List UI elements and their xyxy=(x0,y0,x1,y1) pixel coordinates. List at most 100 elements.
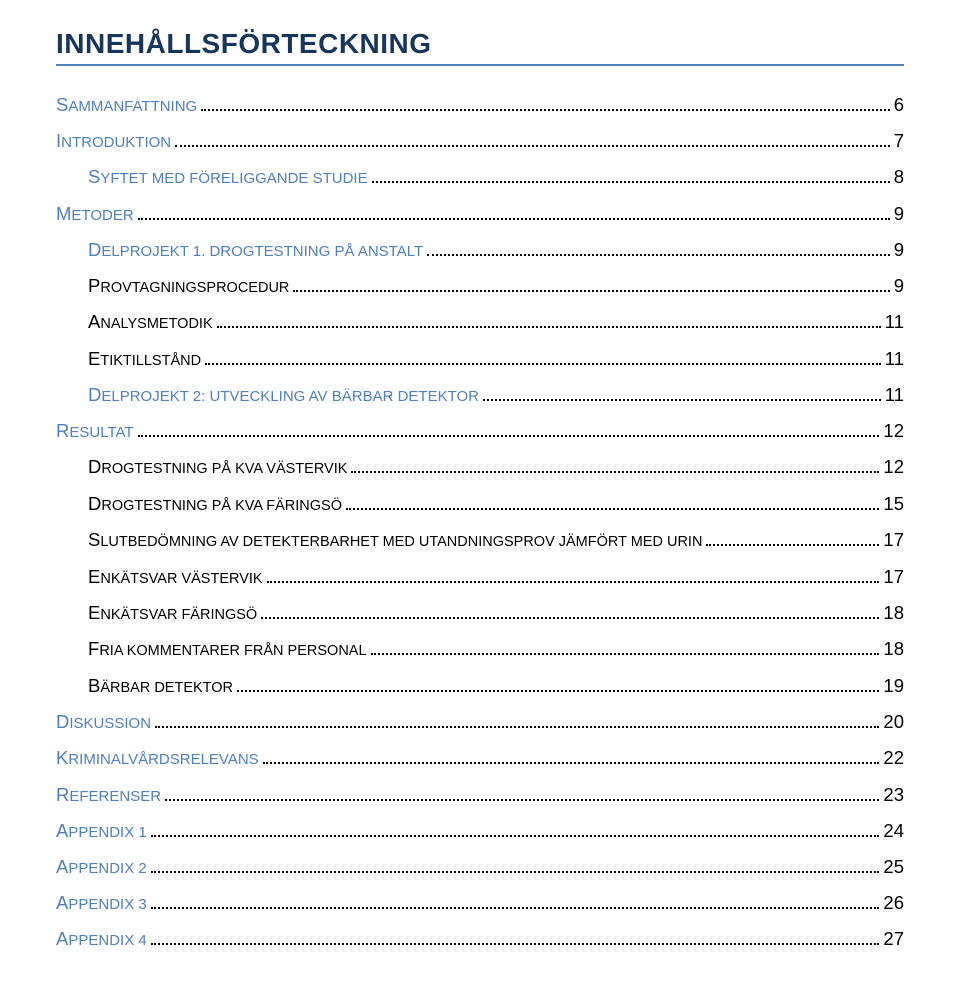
toc-leader xyxy=(706,544,879,546)
toc-entry[interactable]: ENKÄTSVAR VÄSTERVIK 17 xyxy=(56,566,904,588)
toc-entry-page: 25 xyxy=(883,856,904,878)
toc-leader xyxy=(138,435,880,437)
toc-entry-rest: ROGTESTNING PÅ KVA VÄSTERVIK xyxy=(101,461,347,477)
toc-entry-first-letter: A xyxy=(88,311,100,332)
toc-entry-first-letter: E xyxy=(88,348,100,369)
toc-leader xyxy=(293,290,889,292)
toc-entry-rest: ROVTAGNINGSPROCEDUR xyxy=(100,280,289,296)
toc-entry-label: APPENDIX 3 xyxy=(56,892,147,914)
toc-entry-rest: ROGTESTNING PÅ KVA FÄRINGSÖ xyxy=(101,498,342,514)
toc-entry-label: SAMMANFATTNING xyxy=(56,94,197,116)
toc-entry-first-letter: D xyxy=(88,493,101,514)
toc-entry-first-letter: A xyxy=(56,820,68,841)
toc-entry[interactable]: ANALYSMETODIK11 xyxy=(56,311,904,333)
toc-entry[interactable]: ETIKTILLSTÅND 11 xyxy=(56,348,904,370)
toc-entry[interactable]: SLUTBEDÖMNING AV DETEKTERBARHET MED UTAN… xyxy=(56,529,904,551)
toc-leader xyxy=(267,581,880,583)
toc-entry[interactable]: DISKUSSION 20 xyxy=(56,711,904,733)
toc-entry-first-letter: A xyxy=(56,856,68,877)
toc-entry-rest: LUTBEDÖMNING AV DETEKTERBARHET MED UTAND… xyxy=(100,534,702,550)
toc-entry-first-letter: E xyxy=(88,566,100,587)
toc-entry[interactable]: DELPROJEKT 2: UTVECKLING AV BÄRBAR DETEK… xyxy=(56,384,904,406)
toc-entry-label: PROVTAGNINGSPROCEDUR xyxy=(56,275,289,297)
toc-entry-first-letter: F xyxy=(88,638,99,659)
toc-entry[interactable]: PROVTAGNINGSPROCEDUR 9 xyxy=(56,275,904,297)
toc-leader xyxy=(175,145,890,147)
toc-entry-page: 20 xyxy=(883,711,904,733)
toc-entry[interactable]: DROGTESTNING PÅ KVA VÄSTERVIK 12 xyxy=(56,456,904,478)
toc-entry[interactable]: METODER9 xyxy=(56,203,904,225)
toc-entry-rest: NKÄTSVAR VÄSTERVIK xyxy=(100,571,262,587)
toc-entry[interactable]: APPENDIX 427 xyxy=(56,928,904,950)
toc-entry-label: ENKÄTSVAR FÄRINGSÖ xyxy=(56,602,257,624)
toc-entry-page: 17 xyxy=(883,566,904,588)
toc-entry-page: 17 xyxy=(883,529,904,551)
toc-entry[interactable]: APPENDIX 2 25 xyxy=(56,856,904,878)
toc-entry[interactable]: FRIA KOMMENTARER FRÅN PERSONAL 18 xyxy=(56,638,904,660)
toc-entry-rest: NKÄTSVAR FÄRINGSÖ xyxy=(100,607,257,623)
toc-entry-page: 12 xyxy=(883,456,904,478)
toc-entry-page: 11 xyxy=(885,348,904,370)
toc-leader xyxy=(151,943,880,945)
toc-leader xyxy=(205,363,881,365)
toc-entry-label: REFERENSER xyxy=(56,784,161,806)
toc-leader xyxy=(201,109,889,111)
toc-leader xyxy=(151,907,880,909)
toc-entry-label: BÄRBAR DETEKTOR xyxy=(56,675,233,697)
toc-entry-first-letter: M xyxy=(56,203,71,224)
toc-entry-page: 9 xyxy=(894,275,904,297)
toc-entry-page: 18 xyxy=(883,638,904,660)
toc-entry-page: 24 xyxy=(883,820,904,842)
toc-leader xyxy=(237,690,879,692)
toc-entry-page: 22 xyxy=(883,747,904,769)
toc-entry-label: ETIKTILLSTÅND xyxy=(56,348,201,370)
toc-entry-rest: NTRODUKTION xyxy=(61,134,171,151)
toc-entry-first-letter: S xyxy=(88,529,100,550)
toc-entry[interactable]: ENKÄTSVAR FÄRINGSÖ18 xyxy=(56,602,904,624)
toc-entry-first-letter: A xyxy=(56,928,68,949)
toc-entry-first-letter: D xyxy=(88,384,101,405)
toc-entry[interactable]: APPENDIX 3 26 xyxy=(56,892,904,914)
toc-entry-rest: AMMANFATTNING xyxy=(68,98,197,115)
toc-entry-rest: PPENDIX 4 xyxy=(68,932,146,949)
toc-entry-label: DELPROJEKT 2: UTVECKLING AV BÄRBAR DETEK… xyxy=(56,384,479,406)
toc-entry-page: 8 xyxy=(894,166,904,188)
toc-entry[interactable]: DELPROJEKT 1. DROGTESTNING PÅ ANSTALT9 xyxy=(56,239,904,261)
toc-entry-label: DROGTESTNING PÅ KVA VÄSTERVIK xyxy=(56,456,347,478)
toc-entry-page: 11 xyxy=(885,384,904,406)
toc-leader xyxy=(217,326,881,328)
toc-entry-label: SLUTBEDÖMNING AV DETEKTERBARHET MED UTAN… xyxy=(56,529,702,551)
toc-entry[interactable]: SYFTET MED FÖRELIGGANDE STUDIE8 xyxy=(56,166,904,188)
toc-entry-label: DROGTESTNING PÅ KVA FÄRINGSÖ xyxy=(56,493,342,515)
toc-entry-page: 7 xyxy=(894,130,904,152)
toc-entry-rest: ESULTAT xyxy=(69,424,133,441)
toc-entry[interactable]: APPENDIX 124 xyxy=(56,820,904,842)
toc-entry[interactable]: REFERENSER23 xyxy=(56,784,904,806)
toc-entry-first-letter: E xyxy=(88,602,100,623)
toc-entry-rest: ELPROJEKT 2: UTVECKLING AV BÄRBAR DETEKT… xyxy=(101,388,479,405)
toc-entry-page: 6 xyxy=(894,94,904,116)
toc-leader xyxy=(151,835,880,837)
toc-entry[interactable]: SAMMANFATTNING 6 xyxy=(56,94,904,116)
toc-entry-page: 9 xyxy=(894,239,904,261)
toc-entry-page: 12 xyxy=(883,420,904,442)
toc-entry-first-letter: S xyxy=(88,166,100,187)
toc-entry[interactable]: KRIMINALVÅRDSRELEVANS 22 xyxy=(56,747,904,769)
toc-leader xyxy=(351,471,879,473)
toc-entry-rest: ELPROJEKT 1. DROGTESTNING PÅ ANSTALT xyxy=(101,243,423,260)
page-title: INNEHÅLLSFÖRTECKNING xyxy=(56,28,904,66)
toc-entry-label: KRIMINALVÅRDSRELEVANS xyxy=(56,747,259,769)
toc-entry[interactable]: BÄRBAR DETEKTOR19 xyxy=(56,675,904,697)
toc-entry[interactable]: DROGTESTNING PÅ KVA FÄRINGSÖ15 xyxy=(56,493,904,515)
toc-entry-rest: EFERENSER xyxy=(69,788,161,805)
toc-entry-rest: RIMINALVÅRDSRELEVANS xyxy=(68,751,258,768)
toc-entry-label: FRIA KOMMENTARER FRÅN PERSONAL xyxy=(56,638,367,660)
toc-entry-page: 26 xyxy=(883,892,904,914)
toc-entry-label: METODER xyxy=(56,203,134,225)
toc-leader xyxy=(261,617,879,619)
toc-entry-rest: PPENDIX 2 xyxy=(68,860,146,877)
toc-entry-label: INTRODUKTION xyxy=(56,130,171,152)
toc-entry[interactable]: INTRODUKTION 7 xyxy=(56,130,904,152)
toc-entry-label: DISKUSSION xyxy=(56,711,151,733)
toc-entry[interactable]: RESULTAT12 xyxy=(56,420,904,442)
